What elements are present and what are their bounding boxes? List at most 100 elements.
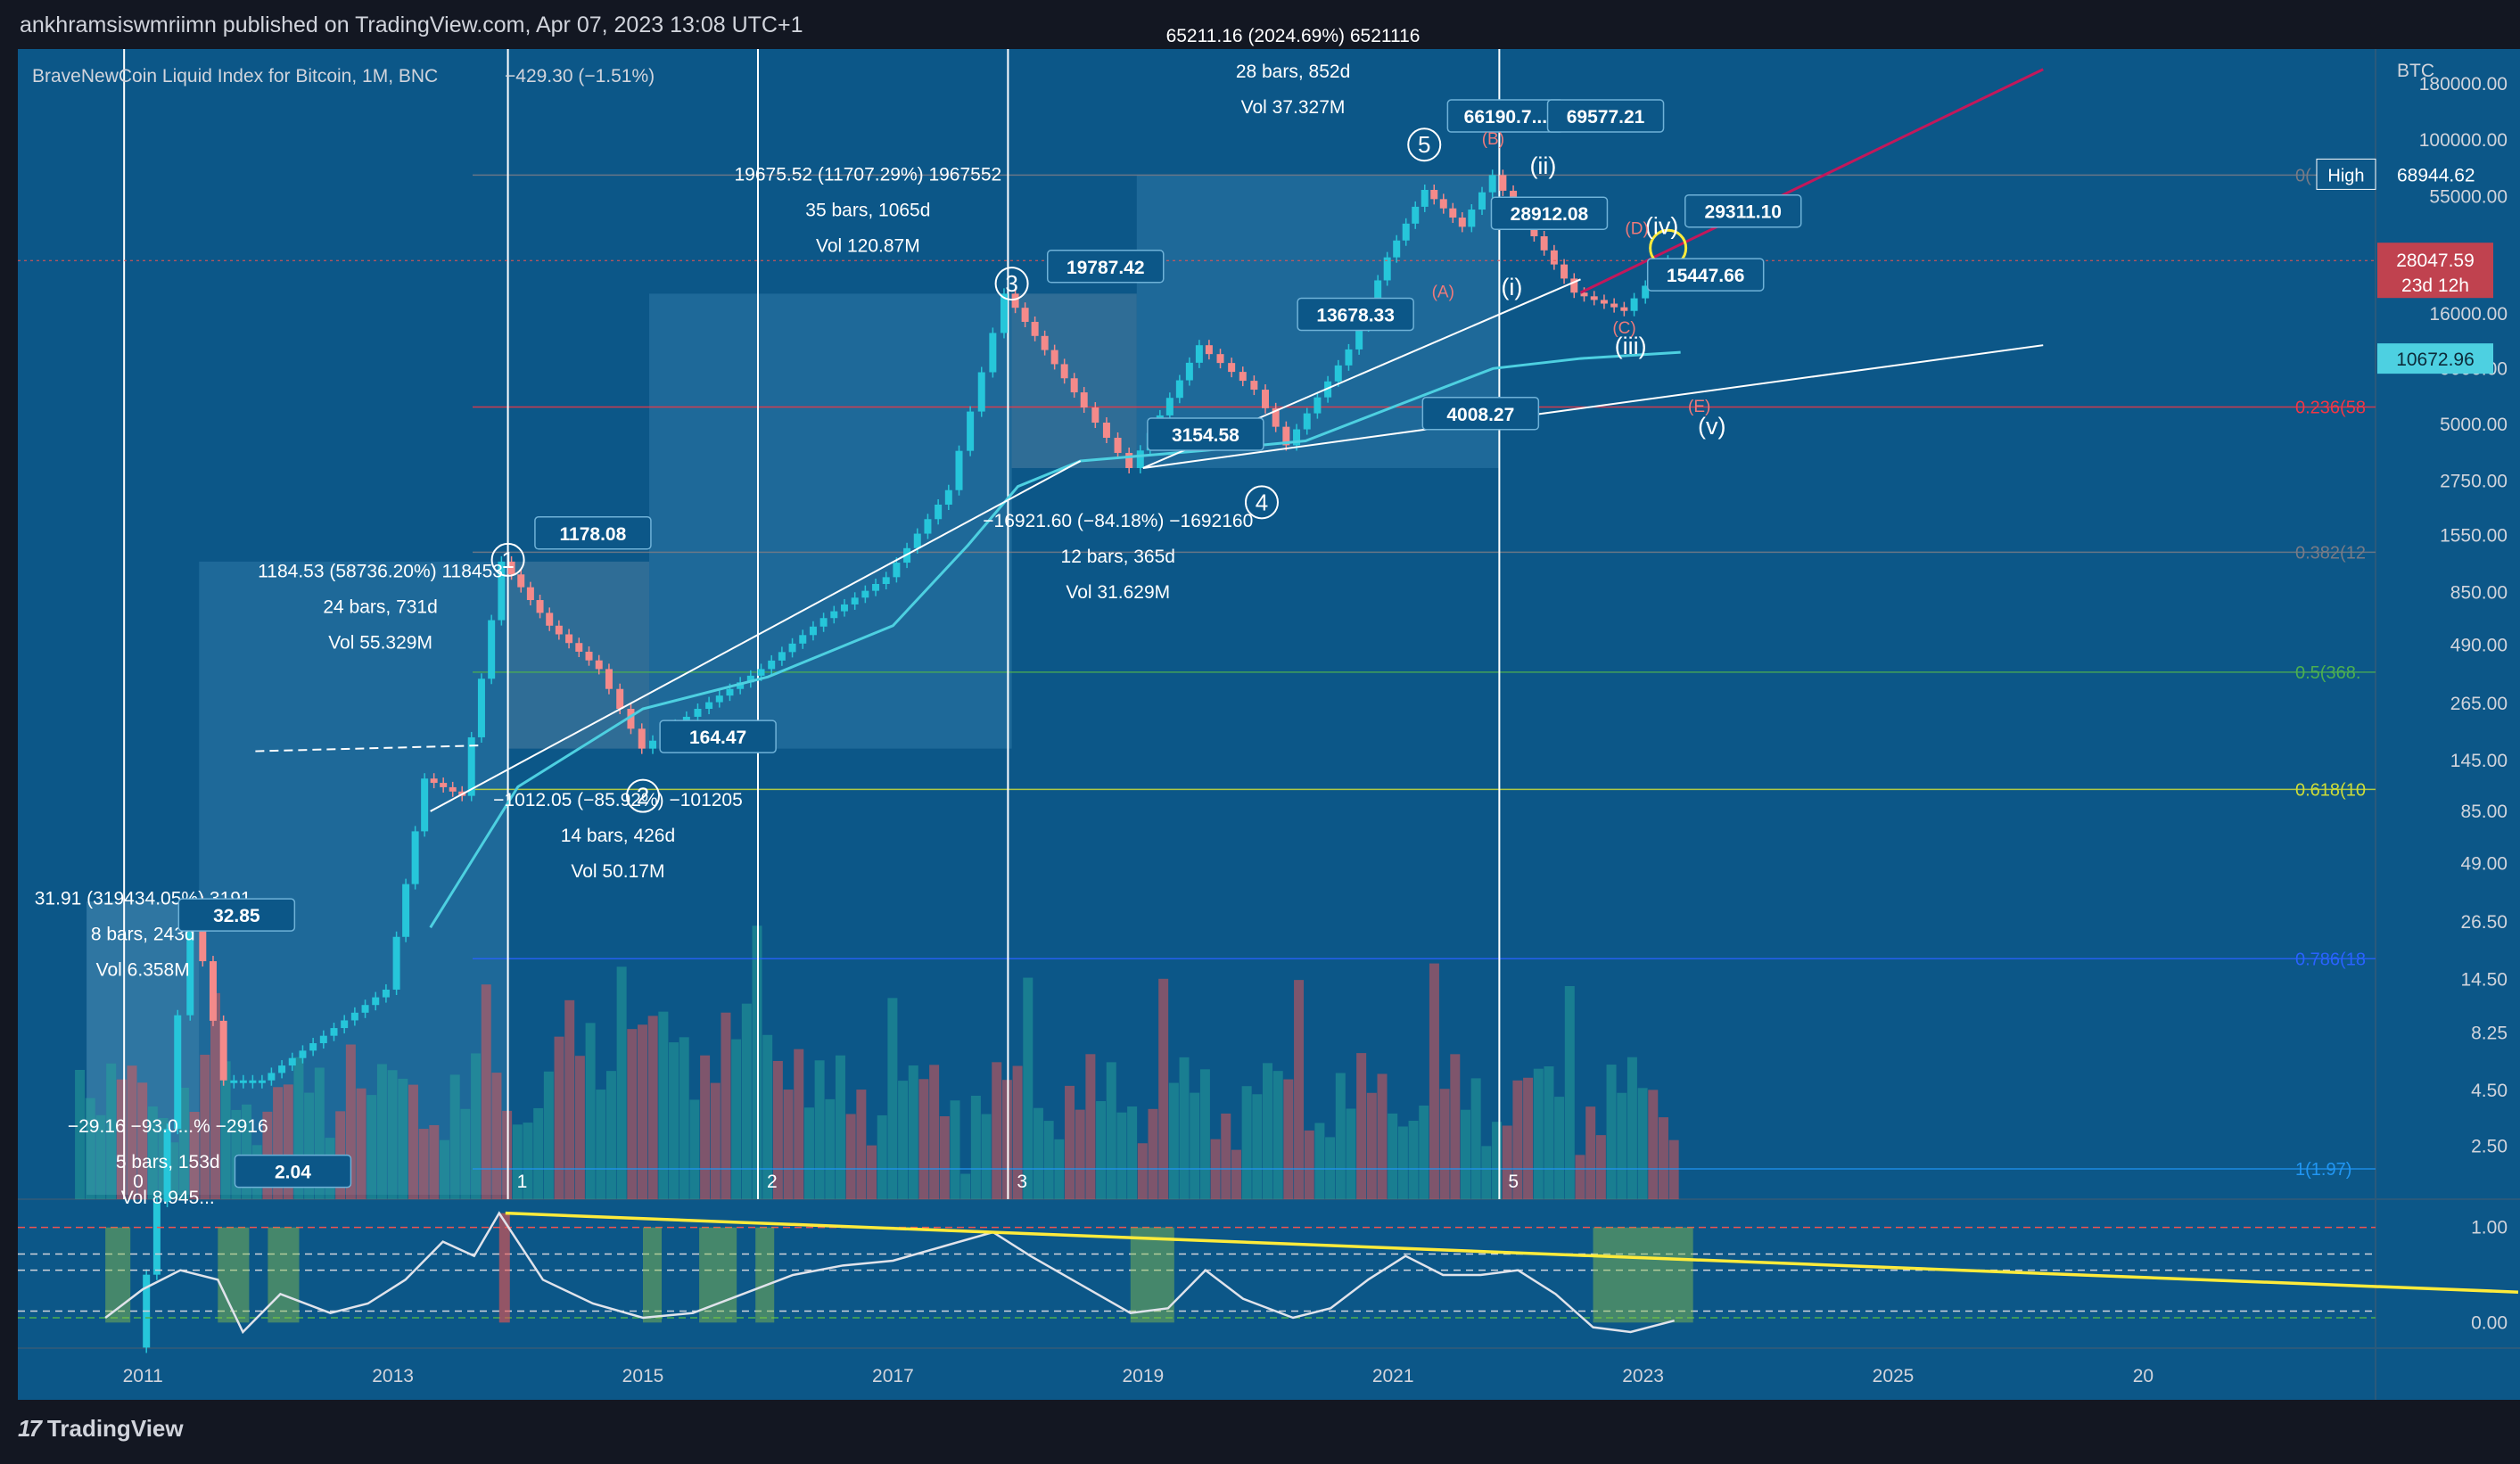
candle-body <box>1102 423 1110 439</box>
volume-bar <box>700 1055 711 1199</box>
price-label-box <box>177 898 296 932</box>
osc-spike <box>498 1213 510 1323</box>
high-tag-label: High <box>2327 166 2364 185</box>
candle-body <box>1499 175 1507 191</box>
trend-line <box>1579 68 2044 294</box>
candle-body <box>1011 293 1019 308</box>
volume-bar <box>106 1063 117 1199</box>
time-axis[interactable]: 2011 2013 2015 2017 2019 2021 2023 2025 20 <box>123 1366 2154 1386</box>
time-tick: 2023 <box>1622 1366 1664 1386</box>
trend-line <box>1142 344 2044 469</box>
candle-body <box>341 1020 349 1029</box>
candle-body <box>288 1057 296 1066</box>
volume-bar <box>981 1114 992 1199</box>
candle-body <box>955 450 963 490</box>
price-tick: 8.25 <box>2471 1023 2508 1043</box>
fib-label: 1(1.97) <box>2295 1160 2351 1180</box>
measure-text: −16921.60 (−84.18%) −1692160 <box>983 511 1253 531</box>
time-tick: 20 <box>2133 1366 2154 1386</box>
measure-text: Vol 37.327M <box>1241 97 1346 118</box>
candle-body <box>616 688 624 710</box>
measure-text: −29.16 −93.0...% −2916 <box>68 1116 268 1137</box>
volume-bar <box>169 1142 179 1199</box>
volume-bar <box>835 1055 845 1199</box>
candle-body <box>830 611 838 619</box>
price-label-box <box>1546 99 1665 133</box>
price-label-box <box>1046 250 1165 284</box>
volume-bar <box>231 1109 242 1199</box>
abc-label: (A) <box>1432 284 1454 302</box>
candle-body <box>1303 413 1311 430</box>
candle-body <box>1570 278 1578 293</box>
volume-bar <box>1388 1113 1398 1199</box>
candle-body <box>1439 199 1447 209</box>
candle-body <box>737 682 745 689</box>
volume-bar <box>1263 1063 1272 1199</box>
price-label-box <box>1684 193 1802 228</box>
wave-circle <box>626 778 660 813</box>
price-label: 164.47 <box>689 728 746 748</box>
candle-body <box>1000 293 1008 333</box>
dashed-level <box>255 744 481 753</box>
osc-trend-line <box>505 1211 2519 1294</box>
volume-bar <box>627 1029 638 1199</box>
publish-header: ankhramsiswmriimn published on TradingVi… <box>0 0 2520 55</box>
price-tick: 145.00 <box>2450 751 2508 771</box>
volume-bar <box>908 1065 918 1199</box>
chart-title: BraveNewCoin Liquid Index for Bitcoin, 1… <box>32 66 438 86</box>
price-tick: 2.50 <box>2471 1137 2508 1157</box>
price-tick: 55000.00 <box>2429 186 2508 207</box>
volume-bar <box>137 1082 148 1199</box>
measure-text: Vol 55.329M <box>328 632 432 653</box>
candle-body <box>1630 298 1638 311</box>
price-tick: 5000.00 <box>2440 415 2508 435</box>
measure-text: Vol 120.87M <box>816 236 920 257</box>
candle-body <box>350 1012 358 1021</box>
wave-label: 3 <box>1005 270 1017 297</box>
candle-body <box>819 618 828 627</box>
candle-body <box>1620 307 1628 311</box>
wave-label: 4 <box>1256 489 1268 515</box>
price-axis[interactable]: 180000.00100000.0055000.0016000.009000.0… <box>2316 74 2508 1157</box>
volume-bar <box>803 1107 814 1199</box>
volume-bar <box>689 1099 700 1199</box>
candle-body <box>1488 175 1496 193</box>
measure-text: 28 bars, 852d <box>1236 62 1350 82</box>
volume-bar <box>366 1095 377 1199</box>
wave-circle <box>1244 485 1279 520</box>
price-tick: 14.50 <box>2460 969 2508 990</box>
volume-bar <box>1523 1077 1534 1199</box>
candle-body <box>498 561 506 621</box>
price-tick: 100000.00 <box>2419 130 2508 151</box>
volume-bar <box>1419 1105 1429 1199</box>
price-tick: 180000.00 <box>2419 74 2508 95</box>
candle-body <box>1136 450 1144 468</box>
candle-body <box>861 590 869 598</box>
volume-bar <box>1492 1122 1503 1199</box>
candle-body <box>1195 345 1203 363</box>
candle-body <box>944 489 952 506</box>
candle-body <box>1610 303 1618 308</box>
candle-body <box>219 1020 227 1081</box>
candle-body <box>299 1050 307 1058</box>
candle-body <box>507 561 515 575</box>
candle-body <box>309 1043 317 1051</box>
bitcoin-chart[interactable]: 0(0.236(58 0.382(12 0.5(368. 0.618(10 0.786(… <box>0 0 2520 1402</box>
candle-body <box>595 660 603 670</box>
volume-bar <box>960 1173 971 1199</box>
osc-zone <box>218 1227 250 1323</box>
volume-bar <box>178 1087 189 1199</box>
price-label-box <box>1490 196 1609 230</box>
tradingview-logo[interactable]: 17 TradingView <box>18 1415 184 1443</box>
volume-bar <box>638 1024 647 1199</box>
candle-body <box>1091 407 1099 424</box>
candle-body <box>1021 308 1029 322</box>
volume-bar <box>1439 1089 1450 1199</box>
candle-body <box>440 783 448 787</box>
volume-bar <box>1356 1053 1367 1199</box>
volume-bar <box>440 1139 450 1199</box>
price-label: 19787.42 <box>1066 258 1145 278</box>
candle-body <box>1261 390 1269 408</box>
volume-bar <box>605 1071 616 1199</box>
